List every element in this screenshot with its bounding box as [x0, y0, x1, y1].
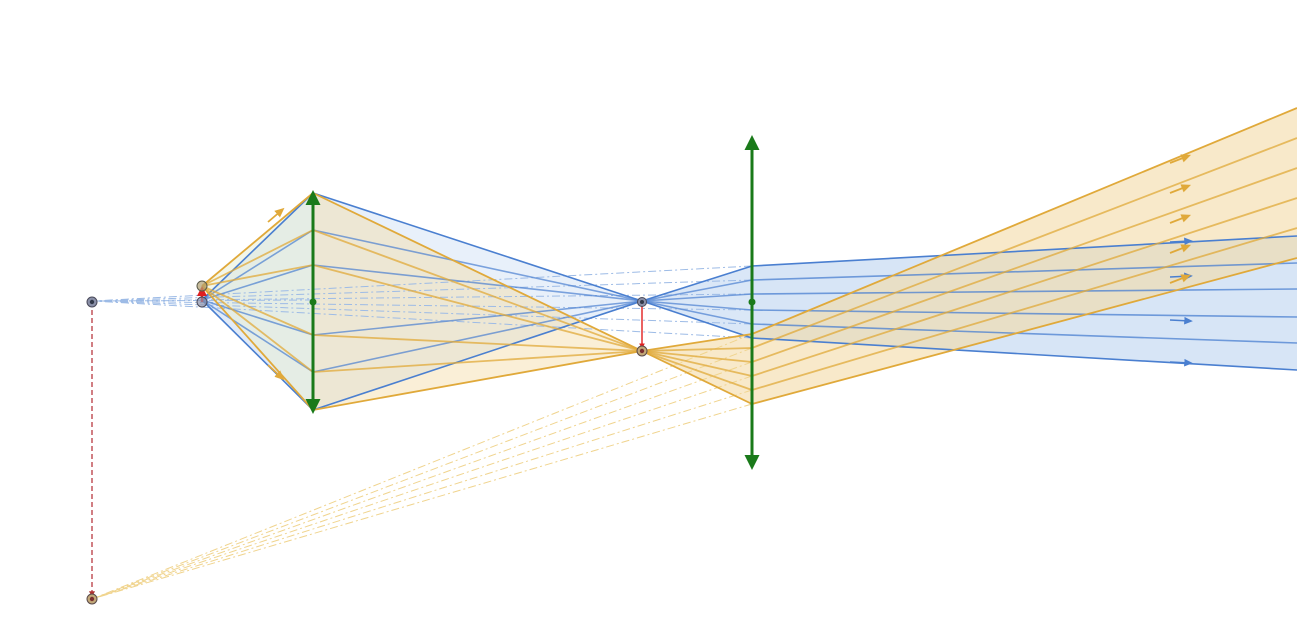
blue-arrow	[1169, 316, 1193, 325]
orange-ray	[751, 137, 1297, 349]
intermediate-image-base-core	[640, 300, 644, 304]
orange-ray	[641, 347, 753, 352]
orange-ray	[751, 167, 1297, 363]
orange-arrow	[1169, 184, 1192, 194]
orange-beam-fill-object-to-lens1	[202, 193, 313, 410]
blue-ray	[751, 323, 1297, 344]
lens-2[interactable]	[744, 135, 760, 470]
orange-arrow	[1169, 244, 1192, 254]
blue-ray	[751, 309, 1297, 318]
orange-beam-fill-image-to-lens2	[642, 334, 752, 404]
blue-arrow	[1169, 358, 1193, 367]
orange-virtual-ray	[91, 333, 753, 600]
blue-ray	[641, 293, 753, 302]
blue-ray	[641, 279, 753, 302]
orange-ray	[312, 264, 643, 352]
orange-arrow	[267, 364, 285, 381]
orange-ray	[201, 285, 314, 373]
blue-ray	[751, 235, 1297, 267]
blue-ray	[312, 300, 643, 373]
blue-ray	[641, 265, 753, 302]
orange-ray	[641, 350, 753, 405]
orange-arrow	[1169, 154, 1192, 164]
blue-ray	[312, 300, 643, 411]
orange-ray	[641, 350, 753, 363]
orange-ray	[751, 257, 1297, 405]
orange-virtual-ray	[91, 403, 753, 600]
virtual-object-point-core	[89, 299, 95, 305]
orange-ray	[641, 350, 753, 391]
orange-ray	[751, 107, 1297, 335]
object-tip-point	[196, 280, 208, 292]
blue-ray	[312, 300, 643, 336]
orange-arrow	[1169, 274, 1192, 284]
blue-ray	[751, 337, 1297, 371]
orange-arrow	[267, 207, 285, 223]
orange-ray	[751, 197, 1297, 377]
orange-ray	[201, 285, 314, 336]
blue-ray	[641, 300, 753, 311]
lens-2-center-point	[748, 298, 756, 306]
blue-ray	[751, 262, 1297, 281]
blue-ray	[201, 229, 314, 301]
blue-beam-fill-image-to-lens2	[642, 266, 752, 338]
blue-ray	[641, 300, 753, 325]
orange-ray	[641, 333, 753, 352]
orange-virtual-ray	[91, 361, 753, 600]
orange-ray	[312, 350, 643, 373]
blue-ray	[641, 300, 753, 339]
orange-ray	[312, 350, 643, 411]
blue-virtual-ray	[91, 299, 314, 302]
beam-fills	[202, 108, 1297, 410]
lens-1[interactable]	[305, 190, 321, 414]
orange-arrow	[1169, 214, 1192, 224]
orange-ray	[641, 350, 753, 377]
orange-ray-arrows	[267, 154, 1192, 381]
lens-1-center-point	[309, 298, 317, 306]
orange-virtual-ray	[91, 347, 753, 600]
blue-ray	[312, 229, 643, 302]
object-base-point	[196, 296, 208, 308]
orange-ray	[201, 285, 314, 411]
orange-ray	[201, 264, 314, 287]
blue-ray	[201, 299, 314, 373]
blue-ray	[312, 264, 643, 302]
orange-ray	[751, 227, 1297, 391]
blue-arrow	[1169, 237, 1193, 246]
intermediate-image-tip-core	[639, 348, 645, 354]
orange-rays	[201, 107, 1297, 411]
blue-ray	[312, 192, 643, 302]
orange-virtual-ray	[91, 389, 753, 600]
orange-virtual-ray	[91, 375, 753, 600]
orange-ray	[201, 192, 314, 287]
orange-ray	[201, 229, 314, 287]
blue-ray	[751, 288, 1297, 295]
orange-ray	[312, 192, 643, 352]
orange-ray	[312, 229, 643, 352]
points[interactable]	[86, 280, 648, 605]
blue-ray	[201, 299, 314, 411]
virtual-image-tip-core	[89, 596, 95, 602]
orange-beam-fill-exit	[752, 108, 1297, 404]
orange-ray	[312, 334, 643, 352]
